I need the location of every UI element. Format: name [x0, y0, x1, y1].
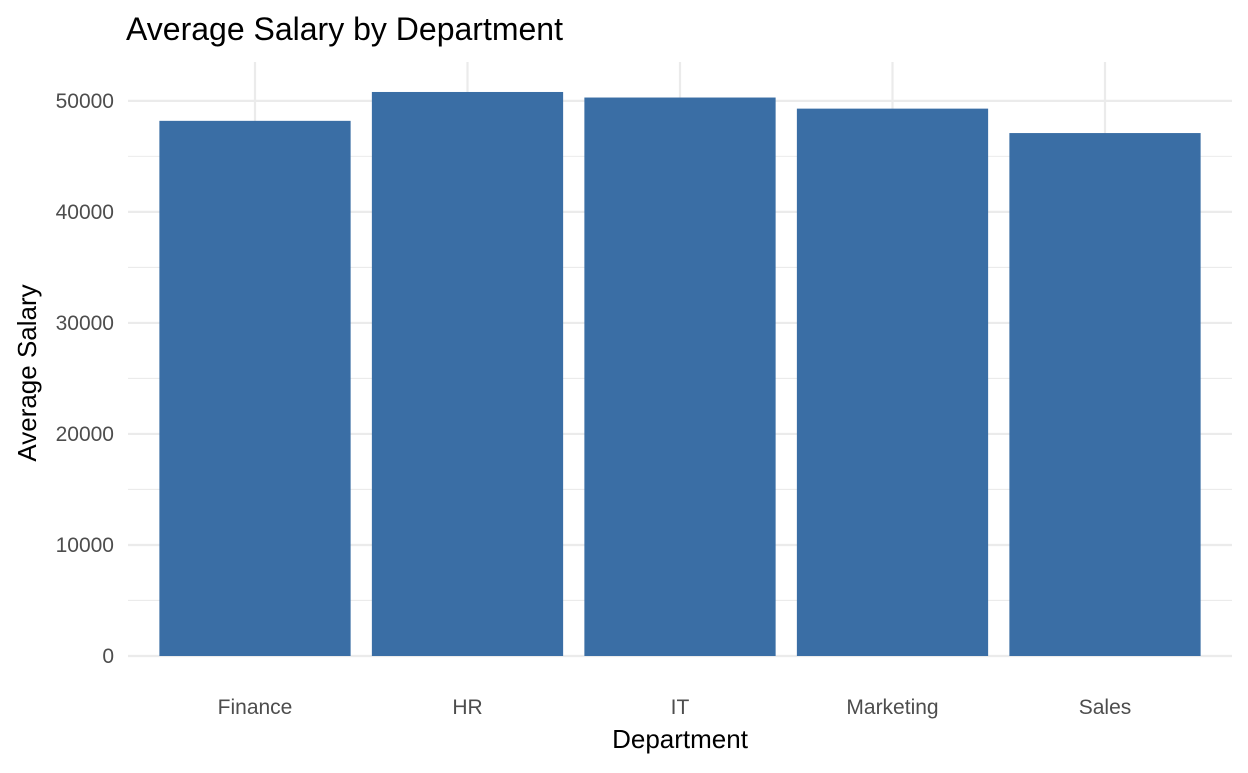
bar-it: [584, 97, 776, 656]
bar-finance: [159, 120, 351, 657]
y-tick-label: 20000: [56, 423, 114, 446]
x-tick-label: Sales: [1079, 696, 1132, 719]
x-tick-label: Finance: [218, 696, 293, 719]
x-tick-label: Marketing: [846, 696, 938, 719]
y-tick-label: 0: [102, 645, 114, 668]
x-axis-ticks: Finance HR IT Marketing Sales: [218, 696, 1132, 719]
chart-title: Average Salary by Department: [126, 11, 563, 47]
y-tick-label: 10000: [56, 534, 114, 557]
bar-sales: [1009, 133, 1201, 657]
y-tick-label: 40000: [56, 201, 114, 224]
x-axis-title: Department: [612, 724, 749, 754]
y-tick-label: 50000: [56, 90, 114, 113]
bar-marketing: [796, 108, 989, 656]
bar-hr: [371, 91, 564, 657]
y-axis-ticks: 0 10000 20000 30000 40000 50000: [56, 90, 114, 668]
x-tick-label: IT: [671, 696, 690, 719]
y-axis-title: Average Salary: [12, 284, 42, 461]
bar-layer: [159, 91, 1201, 657]
y-tick-label: 30000: [56, 312, 114, 335]
x-tick-label: HR: [452, 696, 482, 719]
